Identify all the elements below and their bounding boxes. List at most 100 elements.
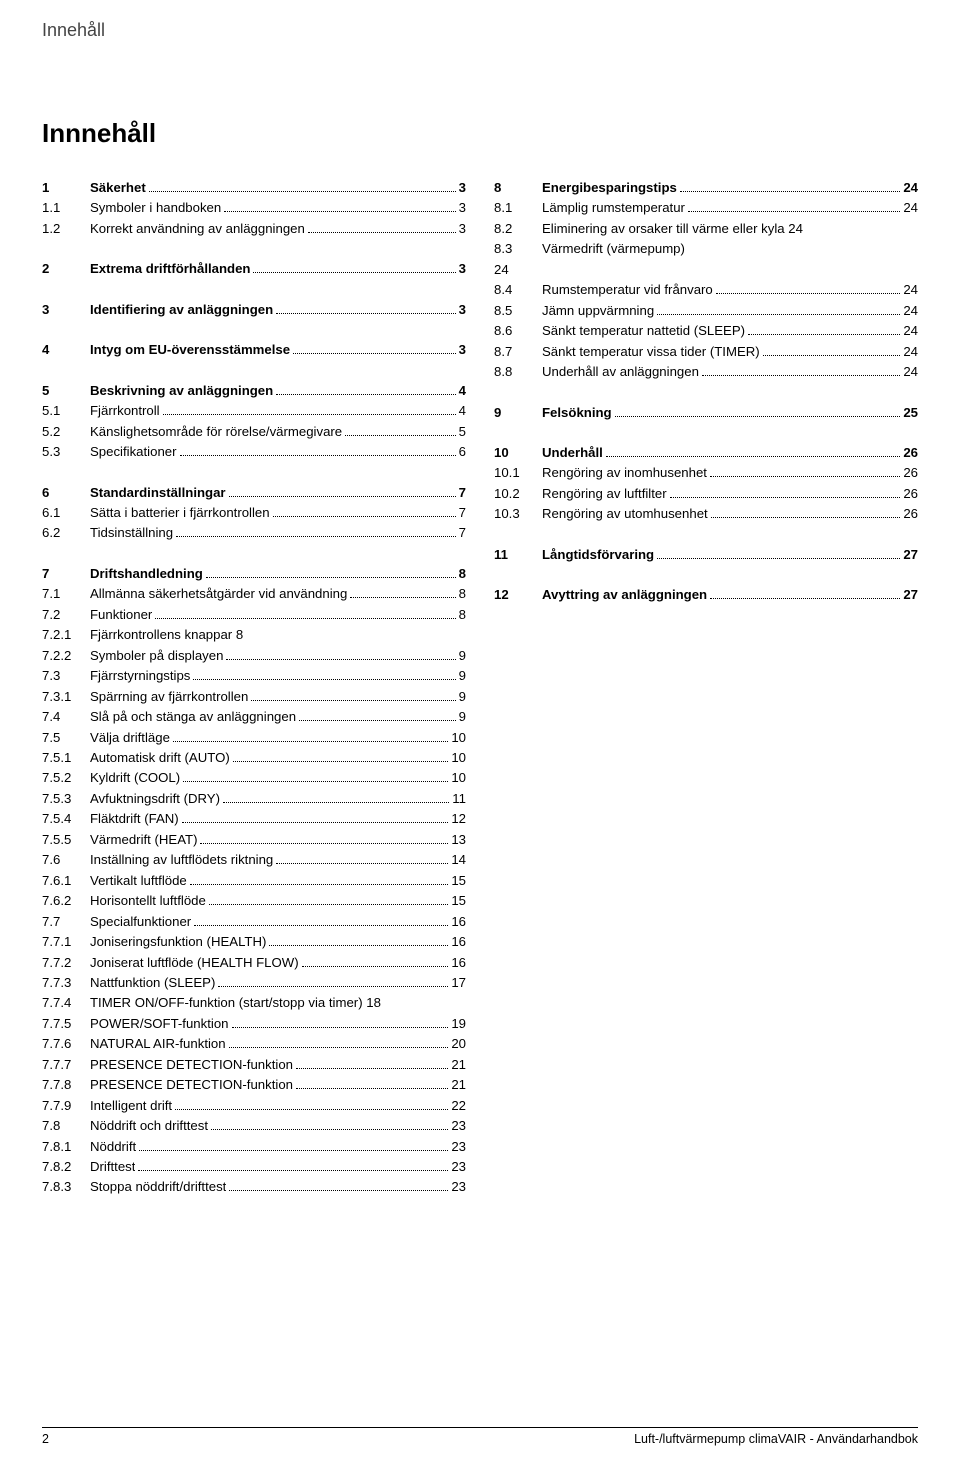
toc-number: 7.7 <box>42 912 90 932</box>
page-title: Innnehåll <box>42 118 156 149</box>
toc-title: Automatisk drift (AUTO) <box>90 748 230 768</box>
toc-page: 24 <box>903 301 918 321</box>
toc-page: 11 <box>452 789 466 809</box>
toc-row: 12Avyttring av anläggningen27 <box>494 585 918 605</box>
toc-page: 16 <box>451 912 466 932</box>
toc-leader-dots <box>688 211 900 212</box>
toc-leader-dots <box>702 375 900 376</box>
toc-title: Inställning av luftflödets riktning <box>90 850 273 870</box>
toc-title: TIMER ON/OFF-funktion (start/stopp via t… <box>90 993 381 1013</box>
toc-number: 8.7 <box>494 342 542 362</box>
toc-page: 3 <box>459 219 466 239</box>
toc-leader-dots <box>680 191 900 192</box>
toc-number: 7.1 <box>42 584 90 604</box>
toc-page: 27 <box>903 585 918 605</box>
toc-row: 10.2Rengöring av luftfilter26 <box>494 484 918 504</box>
toc-row: 7.7.3Nattfunktion (SLEEP)17 <box>42 973 466 993</box>
toc-leader-dots <box>229 1047 449 1048</box>
toc-page: 9 <box>459 666 466 686</box>
toc-leader-dots <box>296 1068 448 1069</box>
toc-number: 7.7.2 <box>42 953 90 973</box>
toc-page: 10 <box>451 748 466 768</box>
toc-row: 5.1Fjärrkontroll4 <box>42 401 466 421</box>
toc-row: 7.5Välja driftläge10 <box>42 728 466 748</box>
toc-page: 24 <box>903 342 918 362</box>
toc-title: Säkerhet <box>90 178 146 198</box>
toc-title: Identifiering av anläggningen <box>90 300 273 320</box>
toc-leader-dots <box>200 843 448 844</box>
footer-page-number: 2 <box>42 1432 49 1446</box>
toc-page: 23 <box>451 1137 466 1157</box>
toc-page: 4 <box>459 381 466 401</box>
toc-title: Stoppa nöddrift/drifttest <box>90 1177 226 1197</box>
toc-row: 7.2Funktioner8 <box>42 605 466 625</box>
toc-page: 24 <box>903 178 918 198</box>
toc-leader-dots <box>226 659 455 660</box>
toc-title: Sätta i batterier i fjärrkontrollen <box>90 503 270 523</box>
toc-leader-dots <box>299 720 456 721</box>
toc-row: 1.1Symboler i handboken3 <box>42 198 466 218</box>
toc-number: 4 <box>42 340 90 360</box>
toc-page: 13 <box>451 830 466 850</box>
toc-title: Nöddrift och drifttest <box>90 1116 208 1136</box>
toc-title: Specifikationer <box>90 442 177 462</box>
toc-number: 7.2 <box>42 605 90 625</box>
toc-number: 7.5.5 <box>42 830 90 850</box>
toc-page: 7 <box>459 523 466 543</box>
toc-number: 7.8 <box>42 1116 90 1136</box>
toc-title: Fläktdrift (FAN) <box>90 809 179 829</box>
running-head: Innehåll <box>42 20 105 41</box>
toc-row: 7.7.4TIMER ON/OFF-funktion (start/stopp … <box>42 993 466 1013</box>
toc-row: 7.8.2Drifttest23 <box>42 1157 466 1177</box>
toc-leader-dots <box>173 741 448 742</box>
toc-number: 24 <box>494 260 542 280</box>
toc-row: 1.2Korrekt användning av anläggningen3 <box>42 219 466 239</box>
toc-title: Jämn uppvärmning <box>542 301 654 321</box>
toc-page: 26 <box>903 504 918 524</box>
toc-number: 7.5.4 <box>42 809 90 829</box>
toc-leader-dots <box>223 802 449 803</box>
toc-leader-dots <box>711 517 901 518</box>
toc-page: 17 <box>451 973 466 993</box>
toc-leader-dots <box>175 1109 448 1110</box>
toc-page: 26 <box>903 463 918 483</box>
toc-row: 7.7Specialfunktioner 16 <box>42 912 466 932</box>
toc-title: Rengöring av luftfilter <box>542 484 667 504</box>
toc-title: Känslighetsområde för rörelse/värmegivar… <box>90 422 342 442</box>
toc-title: Symboler på displayen <box>90 646 223 666</box>
toc-leader-dots <box>269 945 448 946</box>
toc-row: 7.7.7PRESENCE DETECTION-funktion21 <box>42 1055 466 1075</box>
toc-leader-dots <box>190 884 449 885</box>
toc-title: Tidsinställning <box>90 523 173 543</box>
toc-row: 7.5.2Kyldrift (COOL)10 <box>42 768 466 788</box>
toc-leader-dots <box>615 416 901 417</box>
toc-number: 6.2 <box>42 523 90 543</box>
toc-title: Symboler i handboken <box>90 198 221 218</box>
toc-number: 7.6 <box>42 850 90 870</box>
toc-row: 6.1Sätta i batterier i fjärrkontrollen7 <box>42 503 466 523</box>
toc-row: 7Driftshandledning8 <box>42 564 466 584</box>
toc-row: 11Långtidsförvaring27 <box>494 545 918 565</box>
toc-page: 22 <box>451 1096 466 1116</box>
toc-leader-dots <box>182 822 449 823</box>
toc-leader-dots <box>308 232 456 233</box>
toc-title: Fjärrkontroll <box>90 401 160 421</box>
toc-title: Kyldrift (COOL) <box>90 768 180 788</box>
toc-number: 5.3 <box>42 442 90 462</box>
toc-title: Slå på och stänga av anläggningen <box>90 707 296 727</box>
toc-title: Specialfunktioner <box>90 912 191 932</box>
toc-title: Extrema driftförhållanden <box>90 259 250 279</box>
toc-row: 7.7.6NATURAL AIR-funktion20 <box>42 1034 466 1054</box>
toc-leader-dots <box>229 1190 448 1191</box>
toc-row: 10.1Rengöring av inomhusenhet26 <box>494 463 918 483</box>
toc-title: POWER/SOFT-funktion <box>90 1014 229 1034</box>
toc-spacer <box>42 361 466 381</box>
toc-title: Beskrivning av anläggningen <box>90 381 273 401</box>
toc-leader-dots <box>716 293 901 294</box>
toc-page: 24 <box>903 362 918 382</box>
toc-leader-dots <box>710 476 900 477</box>
toc-row: 7.2.2Symboler på displayen9 <box>42 646 466 666</box>
toc-page: 26 <box>903 443 918 463</box>
toc-spacer <box>42 544 466 564</box>
toc-leader-dots <box>293 353 456 354</box>
